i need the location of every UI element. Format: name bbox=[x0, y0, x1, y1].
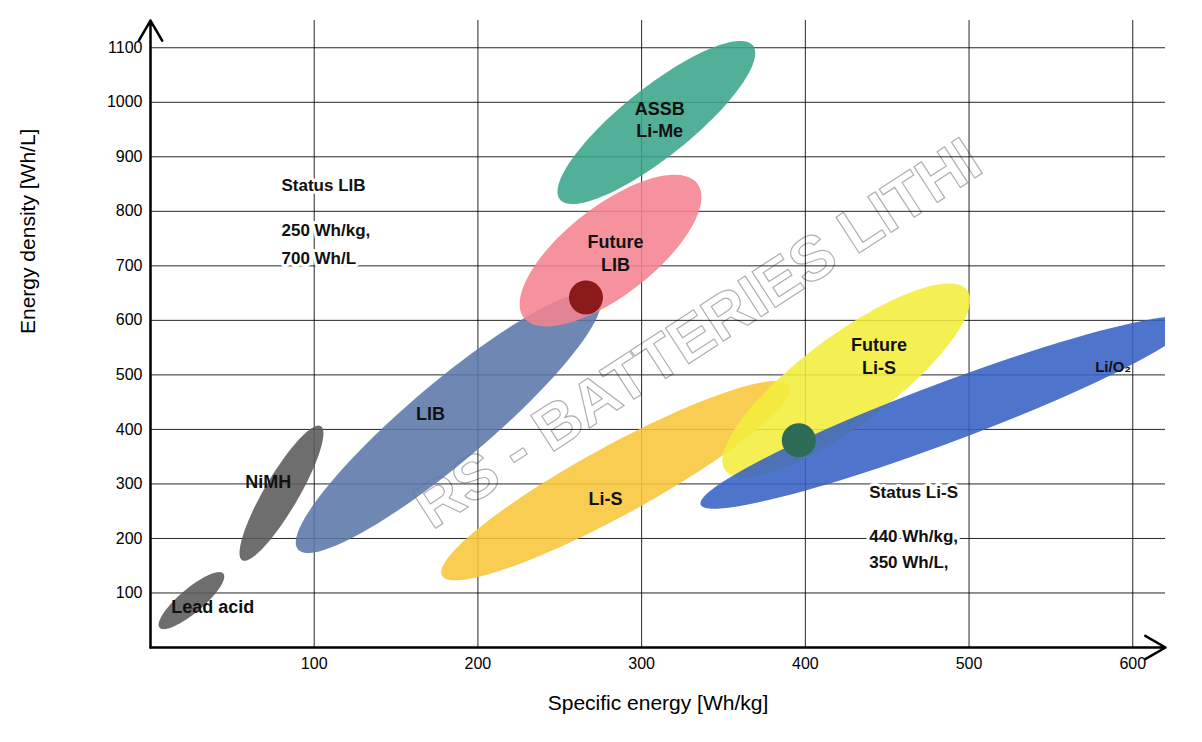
svg-text:Specific energy [Wh/kg]: Specific energy [Wh/kg] bbox=[548, 691, 769, 714]
svg-text:200: 200 bbox=[465, 655, 492, 672]
svg-text:100: 100 bbox=[301, 655, 328, 672]
svg-text:250 Wh/kg,: 250 Wh/kg, bbox=[281, 221, 370, 240]
svg-text:LIB: LIB bbox=[416, 404, 445, 424]
svg-text:FutureLIB: FutureLIB bbox=[587, 232, 643, 275]
svg-text:500: 500 bbox=[116, 366, 143, 383]
svg-text:440 Wh/kg,: 440 Wh/kg, bbox=[869, 527, 958, 546]
svg-text:900: 900 bbox=[116, 148, 143, 165]
svg-text:RS - BATTERIES LITHI: RS - BATTERIES LITHI bbox=[401, 124, 992, 541]
svg-text:FutureLi-S: FutureLi-S bbox=[851, 335, 907, 378]
svg-text:Status LIB: Status LIB bbox=[281, 176, 365, 195]
svg-text:700 Wh/L: 700 Wh/L bbox=[281, 249, 356, 268]
svg-text:Li/O₂: Li/O₂ bbox=[1095, 358, 1131, 375]
svg-text:600: 600 bbox=[116, 311, 143, 328]
svg-text:500: 500 bbox=[956, 655, 983, 672]
svg-text:800: 800 bbox=[116, 202, 143, 219]
svg-text:300: 300 bbox=[628, 655, 655, 672]
svg-text:1100: 1100 bbox=[108, 39, 143, 56]
svg-text:NiMH: NiMH bbox=[245, 472, 291, 492]
svg-text:200: 200 bbox=[116, 530, 143, 547]
svg-text:600: 600 bbox=[1119, 655, 1146, 672]
svg-text:Energy density [Wh/L]: Energy density [Wh/L] bbox=[16, 129, 39, 334]
svg-text:300: 300 bbox=[116, 475, 143, 492]
svg-text:400: 400 bbox=[116, 421, 143, 438]
svg-text:Status Li-S: Status Li-S bbox=[869, 483, 958, 502]
svg-text:1000: 1000 bbox=[107, 93, 143, 110]
svg-text:ASSBLi-Me: ASSBLi-Me bbox=[635, 99, 685, 142]
svg-text:Lead acid: Lead acid bbox=[171, 597, 254, 617]
svg-text:Li-S: Li-S bbox=[589, 489, 623, 509]
svg-text:700: 700 bbox=[116, 257, 143, 274]
svg-text:100: 100 bbox=[116, 584, 143, 601]
svg-text:350 Wh/L,: 350 Wh/L, bbox=[869, 553, 948, 572]
svg-text:400: 400 bbox=[792, 655, 819, 672]
